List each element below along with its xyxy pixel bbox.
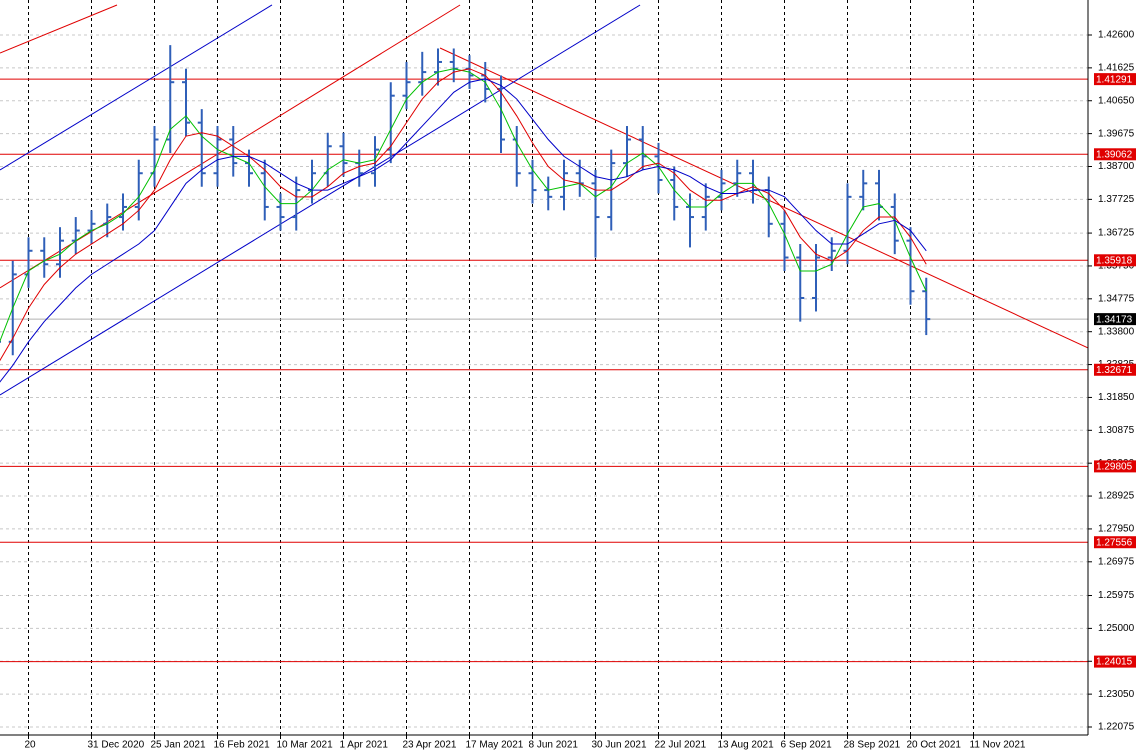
x-tick-label: 10 Mar 2021 <box>277 740 334 751</box>
x-tick-label: 11 Nov 2021 <box>970 740 1026 751</box>
x-tick-label: 20 Oct 2021 <box>907 740 962 751</box>
x-tick-label: 28 Sep 2021 <box>844 740 901 751</box>
y-tick-label: 1.34775 <box>1098 293 1135 304</box>
y-tick-label: 1.39675 <box>1098 128 1135 139</box>
grid <box>0 0 1088 735</box>
trendline <box>0 4 273 171</box>
level-label-box <box>1094 363 1136 376</box>
y-tick-label: 1.37725 <box>1098 194 1135 205</box>
x-tick-label: 30 Jun 2021 <box>592 740 647 751</box>
x-tick-label: 1 Apr 2021 <box>340 740 389 751</box>
y-tick-label: 1.36725 <box>1098 228 1135 239</box>
y-tick-label: 1.40650 <box>1098 95 1135 106</box>
y-tick-label: 1.28925 <box>1098 491 1135 502</box>
level-label-box <box>1094 148 1136 161</box>
y-tick-label: 1.25975 <box>1098 590 1135 601</box>
x-tick-label: 22 Jul 2021 <box>655 740 707 751</box>
y-tick-label: 1.30875 <box>1098 425 1135 436</box>
y-tick-label: 1.26975 <box>1098 556 1135 567</box>
y-tick-label: 1.27950 <box>1098 524 1135 535</box>
level-label-box <box>1094 73 1136 86</box>
y-tick-label: 1.25000 <box>1098 623 1135 634</box>
x-tick-label: 20 <box>25 740 37 751</box>
y-tick-label: 1.42600 <box>1098 30 1135 41</box>
x-tick-label: 23 Apr 2021 <box>403 740 457 751</box>
level-label: 1.39062 <box>1096 149 1133 160</box>
level-label-box <box>1094 460 1136 473</box>
x-tick-label: 17 May 2021 <box>466 740 524 751</box>
y-tick-label: 1.31850 <box>1098 392 1135 403</box>
y-tick-label: 1.41625 <box>1098 63 1135 74</box>
x-tick-label: 13 Aug 2021 <box>718 740 775 751</box>
x-tick-label: 6 Sep 2021 <box>781 740 833 751</box>
x-tick-label: 25 Jan 2021 <box>151 740 206 751</box>
x-tick-label: 8 Jun 2021 <box>529 740 579 751</box>
trendline <box>0 4 118 54</box>
plot-area <box>0 4 1088 663</box>
level-label: 1.35918 <box>1096 255 1133 266</box>
level-label-box <box>1094 536 1136 549</box>
x-tick-label: 16 Feb 2021 <box>214 740 271 751</box>
y-tick-label: 1.23050 <box>1098 689 1135 700</box>
level-label-box <box>1094 655 1136 668</box>
current-price-label: 1.34173 <box>1096 314 1133 325</box>
level-label: 1.27556 <box>1096 537 1133 548</box>
level-label: 1.32671 <box>1096 365 1133 376</box>
trendline <box>0 4 641 396</box>
y-tick-label: 1.38700 <box>1098 161 1135 172</box>
level-label: 1.24015 <box>1096 657 1133 668</box>
axis: 1.42600 1.41625 1.40650 1.39675 1.38700 1.377… <box>25 30 1136 751</box>
level-label-box <box>1094 254 1136 267</box>
moving-average <box>0 68 927 362</box>
current-price-box <box>1094 313 1136 326</box>
y-tick-label: 1.33800 <box>1098 326 1135 337</box>
y-tick-label: 1.22075 <box>1098 722 1135 733</box>
x-tick-label: 31 Dec 2020 <box>88 740 145 751</box>
level-label: 1.29805 <box>1096 462 1133 473</box>
level-label: 1.41291 <box>1096 74 1133 85</box>
moving-average <box>0 78 927 383</box>
